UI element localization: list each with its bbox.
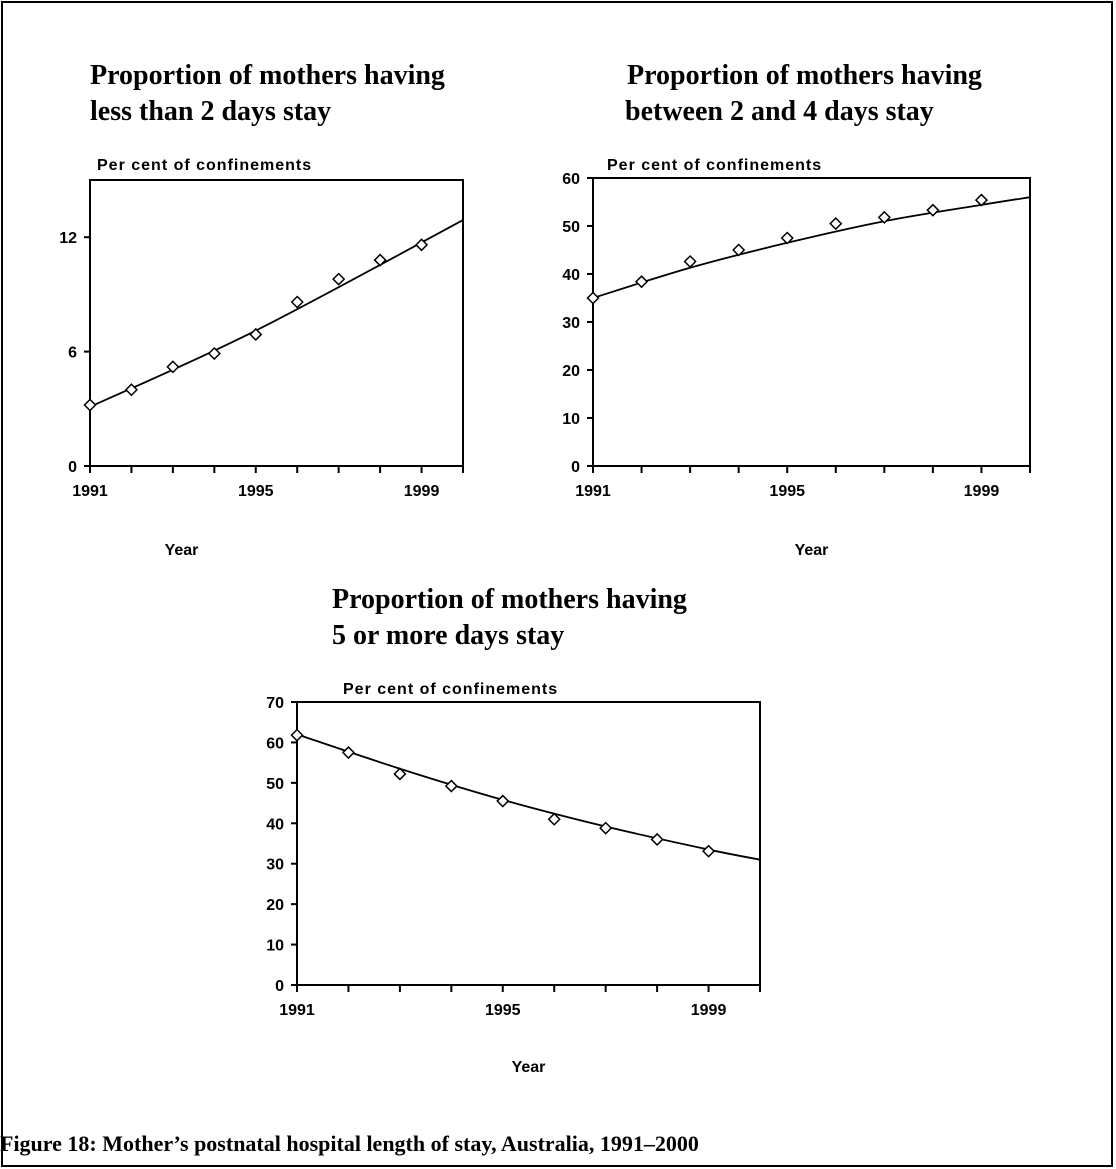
x-axis-label: Year [512, 1059, 546, 1076]
data-point-1996 [290, 295, 304, 309]
chart-2-title-line-2: between 2 and 4 days stay [625, 96, 934, 127]
data-point-1995 [249, 327, 263, 342]
data-point-1994 [732, 243, 746, 257]
y-tick-label: 10 [562, 411, 580, 428]
y-tick-label: 20 [562, 363, 580, 380]
x-tick-label: 1995 [238, 483, 274, 500]
chart-1: 0 6 12 1991 1995 1999 Per cent of confinements… [59, 157, 464, 559]
data-point-1997 [877, 210, 891, 224]
data-point-1991 [586, 291, 600, 305]
data-point-1992 [124, 383, 139, 397]
y-tick-label: 50 [562, 219, 580, 236]
y-axis-label: Per cent of confinements [343, 681, 558, 698]
data-point-1995 [496, 794, 510, 808]
data-point-1994 [207, 346, 221, 361]
data-point-1992 [341, 745, 356, 760]
y-axis-label: Per cent of confinements [97, 157, 312, 174]
chart-3: 0 10 20 30 40 50 60 70 1991 1995 1999 Per cent of c… [266, 681, 761, 1076]
chart-3-title-line-2: 5 or more days stay [332, 620, 565, 651]
x-axis-label: Year [795, 542, 829, 559]
plot-area-border [592, 177, 1031, 467]
data-point-1999 [974, 193, 989, 207]
y-tick-label: 10 [266, 938, 284, 955]
figure-caption: Figure 18: Mother’s postnatal hospital l… [0, 1131, 699, 1156]
data-point-1993 [393, 767, 407, 781]
chart-2-title: Proportion of mothers having between 2 a… [625, 58, 982, 130]
trend-line [89, 219, 464, 408]
data-point-1994 [444, 779, 458, 793]
y-tick-label: 60 [562, 171, 580, 188]
plot-area-border [89, 179, 464, 467]
data-point-1996 [547, 812, 561, 826]
y-axis-label: Per cent of confinements [607, 157, 822, 174]
y-tick-label: 0 [68, 459, 77, 476]
y-tick-label: 70 [266, 695, 284, 712]
y-tick-label: 30 [266, 857, 284, 874]
x-tick-label: 1999 [964, 483, 1000, 500]
data-point-1996 [829, 217, 843, 231]
trend-line [592, 196, 1031, 299]
data-point-1998 [650, 832, 664, 847]
data-point-1993 [683, 254, 697, 269]
chart-3-title-line-1: Proportion of mothers having [332, 584, 687, 615]
x-axis-label: Year [165, 542, 199, 559]
x-tick-label: 1999 [691, 1002, 727, 1019]
x-tick-label: 1995 [485, 1002, 521, 1019]
plot-area-border [296, 701, 761, 986]
chart-2-title-line-1: Proportion of mothers having [627, 60, 982, 91]
y-tick-label: 30 [562, 315, 580, 332]
x-tick-label: 1991 [72, 483, 108, 500]
y-tick-label: 40 [562, 267, 580, 284]
x-tick-label: 1995 [769, 483, 805, 500]
x-tick-label: 1991 [279, 1002, 315, 1019]
y-tick-label: 0 [275, 978, 284, 995]
chart-1-title-line-2: less than 2 days stay [90, 96, 332, 127]
data-point-1998 [373, 253, 387, 267]
data-point-1992 [634, 275, 649, 289]
y-tick-label: 40 [266, 816, 284, 833]
trend-line [296, 733, 761, 861]
y-tick-label: 0 [571, 459, 580, 476]
chart-1-title-line-1: Proportion of mothers having [90, 60, 445, 91]
data-point-1997 [332, 272, 346, 286]
x-tick-label: 1991 [575, 483, 611, 500]
chart-1-title: Proportion of mothers having less than 2… [90, 58, 445, 130]
y-tick-label: 50 [266, 776, 284, 793]
data-point-1999 [701, 844, 716, 858]
data-point-1993 [166, 360, 180, 374]
chart-3-title: Proportion of mothers having 5 or more d… [332, 582, 687, 654]
data-point-1999 [414, 238, 429, 252]
chart-2: 0 10 20 30 40 50 60 1991 1995 1999 Per cent of con… [562, 157, 1031, 559]
data-point-1991 [83, 398, 97, 412]
y-tick-label: 60 [266, 735, 284, 752]
data-point-1998 [926, 203, 940, 217]
y-tick-label: 6 [68, 345, 77, 362]
y-tick-label: 12 [59, 230, 77, 247]
data-point-1991 [290, 728, 304, 742]
y-tick-label: 20 [266, 897, 284, 914]
data-point-1995 [780, 231, 794, 245]
data-point-1997 [599, 821, 613, 835]
x-tick-label: 1999 [404, 483, 440, 500]
